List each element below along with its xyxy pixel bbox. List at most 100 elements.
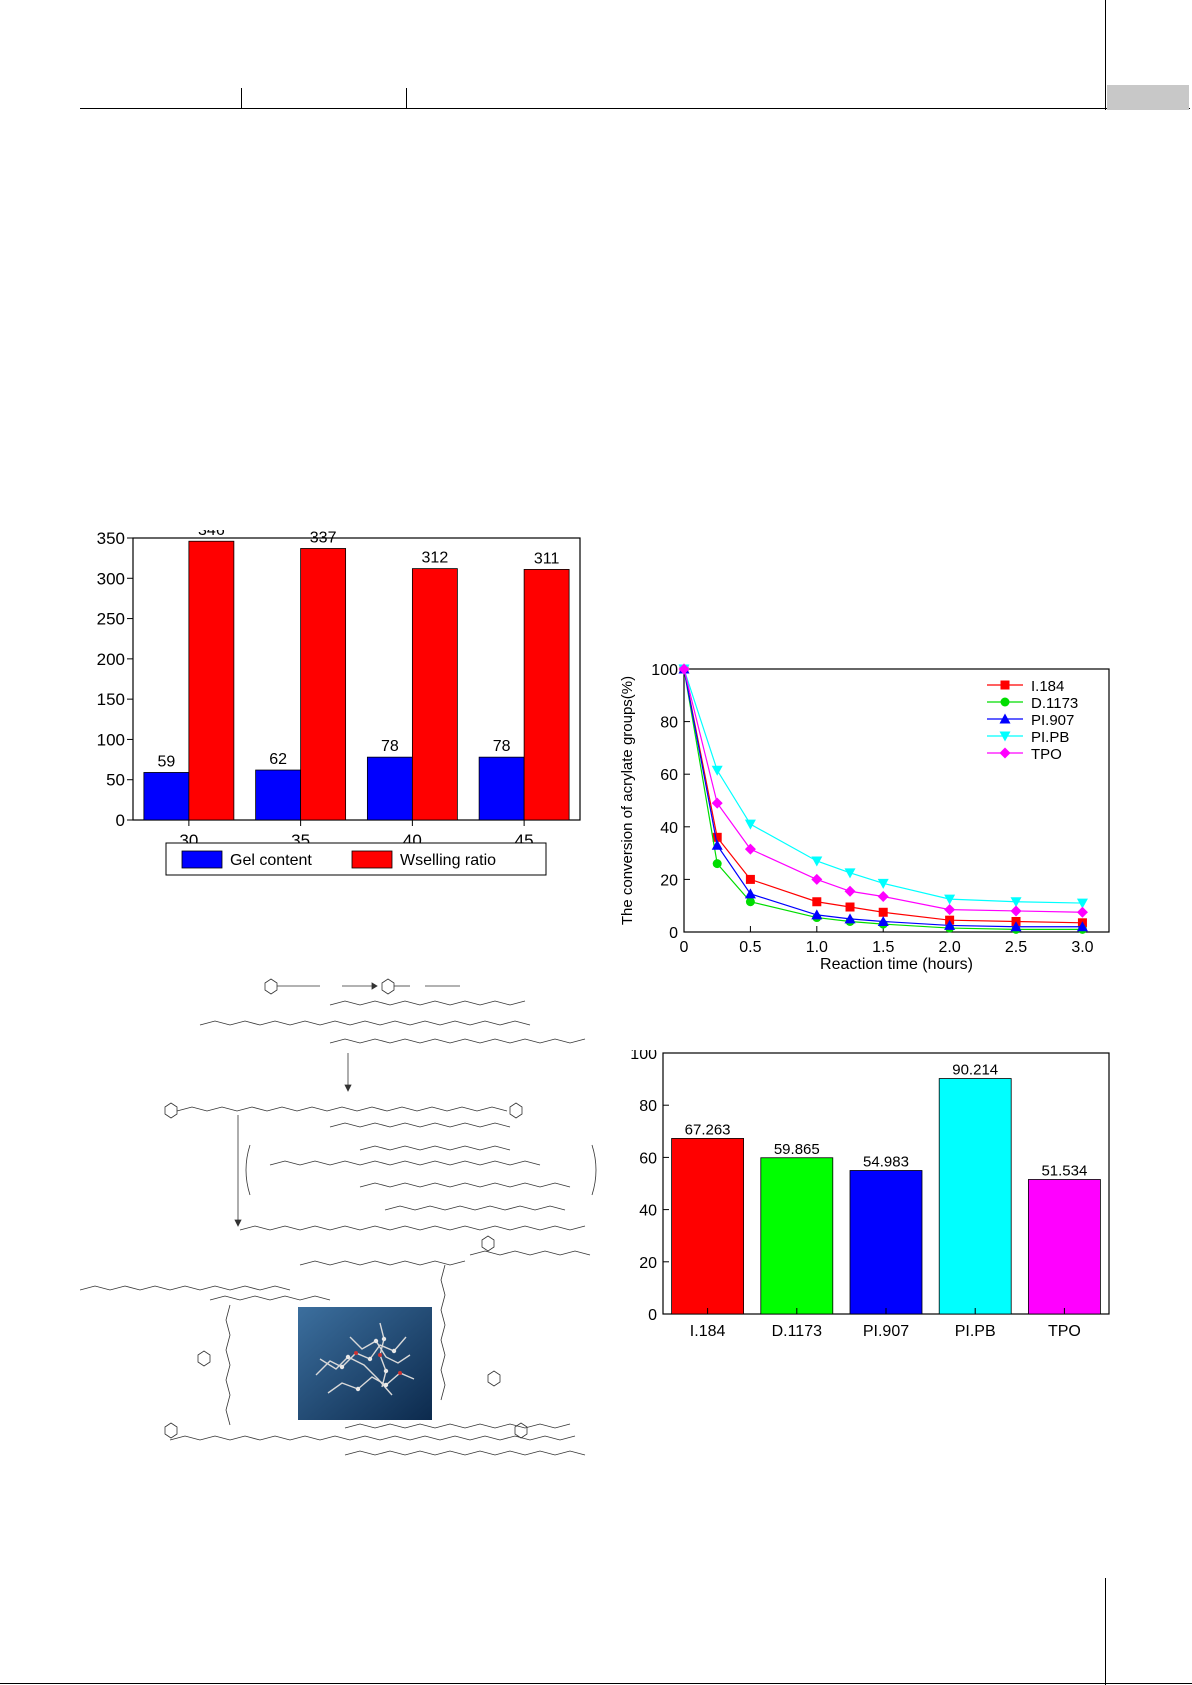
data-point <box>877 915 889 926</box>
data-point <box>712 859 722 869</box>
data-label: 59 <box>157 753 175 770</box>
data-label: 59.865 <box>774 1141 820 1158</box>
y-tick-label: 350 <box>97 530 125 548</box>
data-point <box>711 797 723 809</box>
y-tick-label: 20 <box>639 1255 657 1272</box>
data-point <box>678 663 690 675</box>
data-point <box>745 897 755 907</box>
data-label: 67.263 <box>685 1121 731 1138</box>
header-divider-2 <box>406 88 407 108</box>
data-point <box>811 909 823 920</box>
data-point <box>812 897 822 907</box>
data-point <box>1076 898 1088 909</box>
x-tick-label: 0 <box>680 939 689 956</box>
bar <box>255 769 302 821</box>
legend-marker <box>999 731 1011 742</box>
photoinitiator-bar-chart: 0 20 40 60 80 100 67.263 I.184 59.865 D.1173 54.98… <box>630 1050 1110 1340</box>
y-tick-label: 80 <box>639 1098 657 1115</box>
x-tick-label: D.1173 <box>772 1323 823 1340</box>
data-label: 51.534 <box>1041 1162 1087 1179</box>
data-label: 78 <box>381 738 399 755</box>
x-tick-label: 0.5 <box>739 939 761 956</box>
series-line <box>683 668 1083 904</box>
data-point <box>844 913 856 924</box>
data-point <box>944 919 956 930</box>
x-tick-label: 1.5 <box>872 939 894 956</box>
footer-rule <box>0 1683 1192 1684</box>
data-label: 62 <box>269 751 287 768</box>
x-tick-label: I.184 <box>690 1323 726 1340</box>
header-vertical-rule <box>1105 0 1106 110</box>
bar <box>478 756 525 821</box>
data-point <box>1010 905 1022 917</box>
legend-label: Wselling ratio <box>400 852 496 869</box>
legend-marker <box>999 713 1011 724</box>
gel-swelling-bar-chart: 0501001502002503003503059346356233740783… <box>97 530 581 876</box>
data-point <box>1010 921 1022 932</box>
legend-label: PI.PB <box>1031 729 1069 746</box>
data-label: 311 <box>534 550 560 567</box>
bar <box>366 756 413 821</box>
y-tick-label: 60 <box>639 1150 657 1167</box>
reaction-scheme-diagram <box>80 978 597 1456</box>
y-tick-label: 20 <box>660 872 678 889</box>
y-tick-label: 0 <box>648 1307 657 1324</box>
y-tick-label: 100 <box>97 730 125 749</box>
footer-vertical-rule <box>1105 1578 1106 1685</box>
legend-label: TPO <box>1031 746 1062 763</box>
x-tick-label: TPO <box>1048 1323 1081 1340</box>
data-point <box>1010 897 1022 908</box>
y-tick-label: 50 <box>106 771 125 790</box>
y-tick-label: 150 <box>97 690 125 709</box>
data-point <box>744 819 756 830</box>
y-tick-label: 40 <box>639 1203 657 1220</box>
y-axis-title: The conversion of acrylate groups(%) <box>619 676 636 925</box>
data-point <box>1076 906 1088 918</box>
x-tick-label: 3.0 <box>1071 939 1093 956</box>
y-tick-label: 100 <box>651 662 678 679</box>
legend-swatch <box>181 850 223 869</box>
conversion-line-chart: 0 20 40 60 80 100 0 0.5 1.0 1.5 2.0 2.5 3.0 Reaction … <box>619 662 1110 973</box>
y-tick-label: 250 <box>97 610 125 629</box>
y-tick-label: 300 <box>97 569 125 588</box>
bar <box>1027 1179 1101 1315</box>
bar <box>411 568 458 821</box>
header-divider-1 <box>241 88 242 108</box>
data-point <box>1076 921 1088 932</box>
data-point <box>877 890 889 902</box>
y-tick-label: 0 <box>116 811 125 830</box>
data-point <box>845 902 855 912</box>
y-tick-label: 0 <box>669 925 678 942</box>
data-point <box>944 894 956 905</box>
data-label: 54.983 <box>863 1153 909 1170</box>
legend-label: D.1173 <box>1031 695 1078 712</box>
data-point <box>712 832 722 842</box>
header-rule <box>80 108 1190 109</box>
bar <box>300 548 347 821</box>
bar <box>671 1138 744 1315</box>
data-point <box>811 856 823 867</box>
data-label: 337 <box>310 530 337 546</box>
y-tick-label: 40 <box>660 820 678 837</box>
data-point <box>744 888 756 899</box>
data-label: 78 <box>493 738 511 755</box>
y-tick-label: 60 <box>660 767 678 784</box>
bar <box>938 1078 1012 1315</box>
data-point <box>745 874 755 884</box>
bar <box>760 1157 834 1315</box>
data-label: 90.214 <box>952 1062 998 1079</box>
legend-marker <box>1000 680 1010 690</box>
x-tick-label: 1.0 <box>806 939 828 956</box>
data-point <box>711 839 723 850</box>
bar <box>143 772 190 821</box>
data-point <box>711 765 723 776</box>
plot-frame <box>132 537 581 821</box>
legend-swatch <box>351 850 393 869</box>
legend-label: Gel content <box>230 852 312 869</box>
legend-label: PI.907 <box>1031 712 1074 729</box>
bar <box>523 569 570 821</box>
data-point <box>844 868 856 879</box>
y-tick-label: 200 <box>97 650 125 669</box>
data-point <box>811 873 823 885</box>
series-line <box>683 668 1083 913</box>
